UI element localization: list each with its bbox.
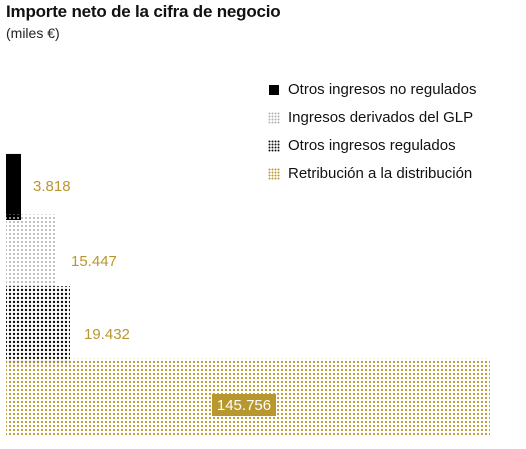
value-label: 15.447 <box>71 253 117 270</box>
block-2 <box>6 286 70 365</box>
legend-swatch-dots-gray-icon <box>268 111 280 124</box>
value-label: 19.432 <box>84 326 130 343</box>
legend-item-otros-regulados: Otros ingresos regulados <box>268 131 476 159</box>
chart-subtitle: (miles €) <box>6 25 60 41</box>
value-label: 145.756 <box>217 397 271 414</box>
legend-item-otros-no-regulados: Otros ingresos no regulados <box>268 75 476 103</box>
legend: Otros ingresos no regulados Ingresos der… <box>268 75 476 187</box>
block-1 <box>6 214 57 293</box>
legend-label: Retribución a la distribución <box>288 164 473 182</box>
legend-label: Otros ingresos no regulados <box>288 80 477 98</box>
block-0 <box>6 153 21 220</box>
legend-swatch-solid-icon <box>268 83 280 95</box>
legend-swatch-dots-gold-icon <box>268 167 280 180</box>
value-label-background <box>212 394 276 416</box>
legend-label: Otros ingresos regulados <box>288 136 456 154</box>
chart-title: Importe neto de la cifra de negocio <box>6 2 281 21</box>
legend-item-glp: Ingresos derivados del GLP <box>268 103 476 131</box>
legend-item-retribucion: Retribución a la distribución <box>268 159 476 187</box>
value-label: 3.818 <box>33 178 71 195</box>
legend-label: Ingresos derivados del GLP <box>288 108 474 126</box>
legend-swatch-dots-black-icon <box>268 139 280 152</box>
